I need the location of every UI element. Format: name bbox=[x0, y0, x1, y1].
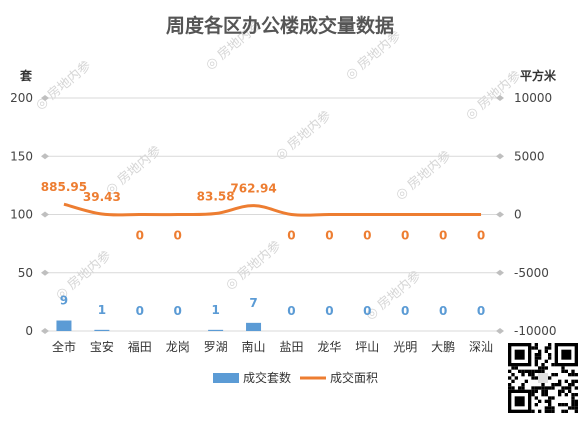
right-tick-label: -5000 bbox=[514, 266, 549, 280]
chart-title: 周度各区办公楼成交量数据 bbox=[166, 14, 394, 37]
right-tick-label: 5000 bbox=[514, 149, 545, 163]
left-tick-label: 150 bbox=[10, 149, 33, 163]
line-data-label: 885.95 bbox=[41, 180, 87, 194]
line-data-label: 83.58 bbox=[197, 190, 235, 204]
watermark-text: ◎ 房地内参 bbox=[32, 57, 94, 113]
category-label: 光明 bbox=[393, 340, 417, 354]
watermark-text: ◎ 房地内参 bbox=[362, 267, 424, 323]
bar-series bbox=[56, 320, 262, 331]
category-label: 深汕 bbox=[469, 340, 493, 354]
qr-code-icon bbox=[508, 343, 578, 413]
line-data-label: 0 bbox=[287, 229, 295, 243]
bar-data-labels: 9 1 0 0 1 7 0 0 0 0 0 0 bbox=[60, 294, 485, 318]
category-label: 全市 bbox=[52, 339, 76, 354]
category-label: 福田 bbox=[128, 339, 152, 354]
left-tick-label: 200 bbox=[10, 91, 33, 105]
bar-data-label: 9 bbox=[60, 294, 68, 308]
bar-data-label: 0 bbox=[477, 304, 485, 318]
left-tick-label: 100 bbox=[10, 208, 33, 222]
category-axis-labels: 全市 宝安 福田 龙岗 罗湖 南山 盐田 龙华 坪山 光明 大鹏 深汕 bbox=[52, 339, 493, 354]
line-data-label: 0 bbox=[439, 229, 447, 243]
line-data-label: 0 bbox=[174, 229, 182, 243]
right-axis-ticks: -10000 -5000 0 5000 10000 bbox=[496, 91, 557, 338]
left-tick-marker bbox=[41, 328, 49, 334]
line-series bbox=[63, 202, 482, 217]
legend: 成交套数 成交面积 bbox=[213, 370, 378, 385]
line-data-label: 0 bbox=[401, 229, 409, 243]
watermark-layer: ◎ 房地内参◎ 房地内参 ◎ 房地内参◎ 房地内参◎ 房地内参◎ 房地内参◎ 房地… bbox=[32, 17, 524, 323]
bar-data-label: 0 bbox=[439, 304, 447, 318]
bar-data-label: 0 bbox=[363, 304, 371, 318]
line-data-label: 0 bbox=[477, 229, 485, 243]
left-tick-marker bbox=[41, 95, 49, 101]
right-tick-label: -10000 bbox=[514, 324, 557, 338]
watermark-text: ◎ 房地内参 bbox=[222, 237, 284, 293]
category-label: 龙华 bbox=[317, 340, 341, 354]
bar-data-label: 1 bbox=[211, 303, 219, 317]
bar-data-label: 7 bbox=[249, 296, 257, 310]
left-axis-ticks: 0 50 100 150 200 bbox=[10, 91, 49, 338]
bar-data-label: 0 bbox=[174, 304, 182, 318]
legend-swatch-bars bbox=[213, 373, 239, 383]
category-label: 罗湖 bbox=[204, 339, 228, 354]
line-data-label: 762.94 bbox=[230, 182, 276, 196]
bar bbox=[56, 320, 72, 331]
right-tick-marker bbox=[496, 211, 504, 218]
right-tick-label: 0 bbox=[514, 208, 522, 222]
category-label: 龙岗 bbox=[166, 340, 190, 354]
line-data-label: 39.43 bbox=[83, 190, 121, 204]
left-tick-marker bbox=[41, 153, 49, 160]
line-data-label: 0 bbox=[325, 229, 333, 243]
bar-data-label: 0 bbox=[325, 304, 333, 318]
right-tick-marker bbox=[496, 153, 504, 160]
left-tick-marker bbox=[41, 211, 49, 218]
area-line bbox=[63, 202, 482, 217]
legend-label-bars: 成交套数 bbox=[243, 370, 291, 385]
category-label: 南山 bbox=[242, 339, 266, 354]
left-axis-unit: 套 bbox=[19, 68, 33, 83]
line-data-label: 0 bbox=[136, 229, 144, 243]
left-tick-label: 50 bbox=[18, 266, 33, 280]
watermark-text: ◎ 房地内参 bbox=[272, 107, 334, 163]
bar-data-label: 0 bbox=[401, 304, 409, 318]
bar bbox=[208, 329, 224, 331]
bar-data-label: 0 bbox=[287, 304, 295, 318]
bar-data-label: 1 bbox=[98, 303, 106, 317]
right-tick-label: 10000 bbox=[514, 91, 552, 105]
right-axis-unit: 平方米 bbox=[520, 68, 557, 83]
right-tick-marker bbox=[496, 269, 504, 276]
category-label: 宝安 bbox=[90, 339, 114, 354]
category-label: 坪山 bbox=[355, 340, 379, 354]
bar-data-label: 0 bbox=[136, 304, 144, 318]
category-label: 盐田 bbox=[279, 340, 303, 354]
legend-label-line: 成交面积 bbox=[330, 370, 378, 385]
left-tick-label: 0 bbox=[25, 324, 33, 338]
right-tick-marker bbox=[496, 95, 504, 101]
right-tick-marker bbox=[496, 328, 504, 334]
bar bbox=[246, 322, 262, 331]
category-label: 大鹏 bbox=[431, 340, 455, 354]
bar bbox=[94, 329, 110, 331]
left-tick-marker bbox=[41, 269, 49, 276]
line-data-label: 0 bbox=[363, 229, 371, 243]
